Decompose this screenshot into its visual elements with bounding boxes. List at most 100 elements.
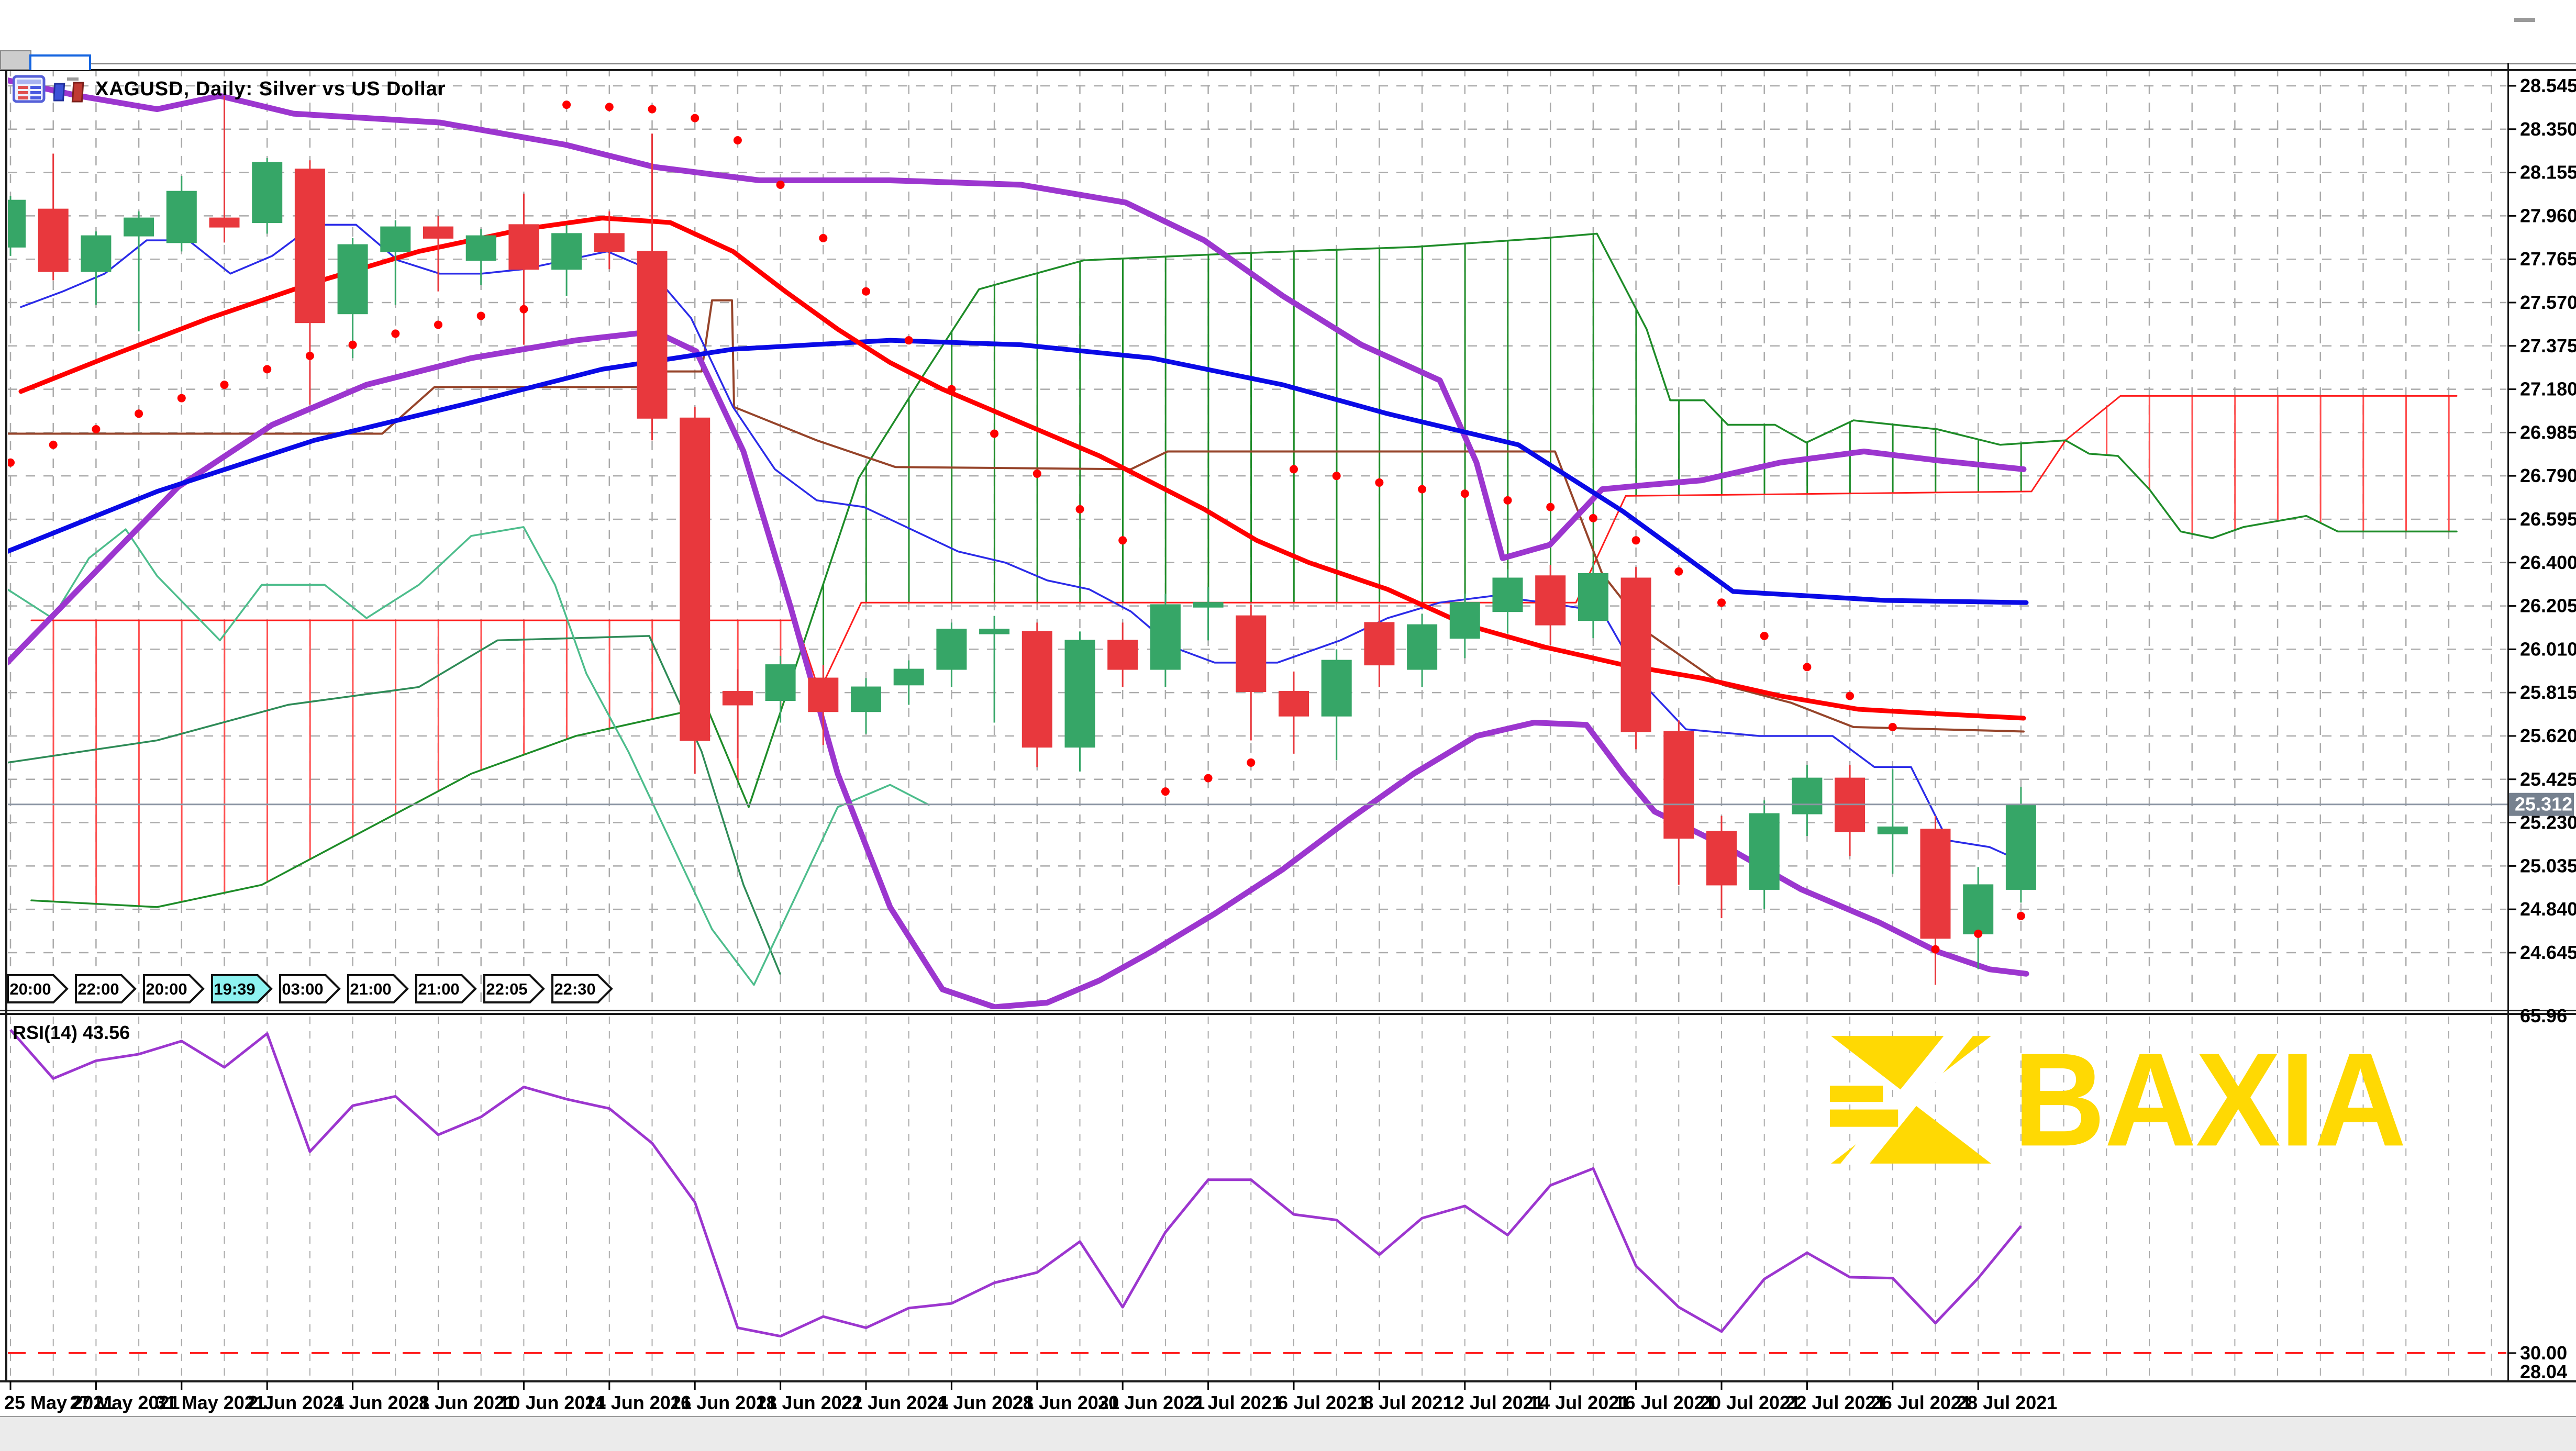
time-tag[interactable]: 21:00 — [415, 974, 478, 1004]
candle — [508, 193, 539, 345]
candle — [1578, 562, 1608, 639]
date-axis-label: 25 May 2021 — [4, 1392, 114, 1413]
price-axis-label: 25.620 — [2520, 725, 2576, 746]
price-axis-label: 24.645 — [2520, 942, 2576, 963]
price-axis-label: 26.985 — [2520, 421, 2576, 443]
candle — [1364, 605, 1395, 687]
chikou-dark-line — [8, 635, 781, 975]
current-price-badge — [2509, 793, 2574, 816]
price-axis-label: 25.425 — [2520, 768, 2576, 790]
date-axis-label: 16 Jul 2021 — [1615, 1392, 1715, 1413]
chart-title: XAGUSD, Daily: Silver vs US Dollar — [95, 77, 446, 100]
candle — [1150, 594, 1181, 687]
candle — [722, 669, 753, 758]
rsi-axis-label: 30.00 — [2520, 1342, 2567, 1364]
price-axis-label: 26.205 — [2520, 595, 2576, 617]
date-axis-label: 24 Jun 2021 — [927, 1392, 1034, 1413]
time-tag[interactable]: 22:00 — [74, 974, 137, 1004]
candle — [1963, 867, 1994, 969]
time-tag-label: 21:00 — [418, 980, 459, 998]
candle — [1449, 594, 1480, 658]
date-axis-label: 28 Jul 2021 — [1957, 1392, 2057, 1413]
candle — [1279, 671, 1309, 754]
baxia-watermark: BAXIA — [1830, 1025, 2406, 1174]
time-tag-label: 03:00 — [282, 980, 323, 998]
date-axis-label: 28 Jun 2021 — [1013, 1392, 1119, 1413]
candle — [851, 678, 881, 734]
time-tag-label: 22:00 — [77, 980, 119, 998]
price-axis-label: 26.400 — [2520, 552, 2576, 573]
time-tag-label: 22:30 — [554, 980, 595, 998]
rsi-line — [9, 1029, 2022, 1338]
rsi-label: RSI(14) 43.56 — [13, 1022, 130, 1043]
main-chart-plot[interactable] — [0, 67, 2507, 1009]
candle — [765, 656, 796, 723]
candle — [637, 133, 668, 441]
candle — [808, 665, 839, 745]
time-tag-label: 22:05 — [486, 980, 527, 998]
price-axis-label: 28.350 — [2520, 118, 2576, 140]
date-axis-label: 20 Jul 2021 — [1700, 1392, 1801, 1413]
price-axis-label: 27.570 — [2520, 292, 2576, 313]
date-axis-label: 22 Jun 2021 — [841, 1392, 948, 1413]
time-tag[interactable]: 22:05 — [483, 974, 546, 1004]
chikou-light-line — [8, 526, 930, 986]
baxia-wordmark: BAXIA — [2013, 1025, 2406, 1174]
time-tag[interactable]: 21:00 — [347, 974, 409, 1004]
date-axis-label: 8 Jun 2021 — [419, 1392, 515, 1413]
time-tag-row: 20:00 22:00 20:00 19:39 03:00 21:00 21:00 22:05… — [6, 974, 614, 1004]
candle — [124, 211, 154, 332]
candle — [465, 229, 496, 285]
date-axis-label: 4 Jun 2021 — [334, 1392, 430, 1413]
ichimoku-cloud-hatch — [52, 233, 2450, 907]
date-axis-label: 22 Jul 2021 — [1785, 1392, 1886, 1413]
candle — [1835, 765, 1866, 856]
price-axis[interactable]: 28.545 28.350 28.155 27.960 27.765 27.570 27.3… — [2507, 75, 2576, 1382]
date-axis-label: 30 Jun 2021 — [1098, 1392, 1205, 1413]
time-tag-label: 20:00 — [146, 980, 187, 998]
time-tag[interactable]: 20:00 — [6, 974, 69, 1004]
bollinger-upper-band — [8, 77, 2027, 561]
date-axis-label: 8 Jul 2021 — [1363, 1392, 1453, 1413]
date-axis-label: 18 Jun 2021 — [756, 1392, 863, 1413]
price-axis-label: 28.155 — [2520, 162, 2576, 183]
price-axis-label: 24.840 — [2520, 898, 2576, 920]
candle — [81, 231, 112, 305]
candle — [1620, 567, 1651, 750]
rsi-axis-label: 65.96 — [2520, 1005, 2567, 1026]
price-axis-label: 25.815 — [2520, 682, 2576, 703]
candle — [1663, 720, 1694, 885]
candle — [893, 660, 924, 705]
current-price-text: 25.312 — [2515, 794, 2572, 815]
scroll-marker-icon — [29, 54, 91, 70]
candle — [1792, 765, 1823, 836]
time-tag[interactable]: 19:39 — [210, 974, 273, 1004]
date-axis-label: 26 Jul 2021 — [1871, 1392, 1972, 1413]
date-axis-label: 14 Jun 2021 — [585, 1392, 692, 1413]
ma-blue — [8, 338, 2029, 605]
bollinger-lower-band — [8, 328, 2029, 1009]
candle — [979, 616, 1010, 723]
price-axis-label: 28.545 — [2520, 75, 2576, 96]
rsi-plot[interactable] — [8, 1017, 2507, 1380]
candle — [166, 175, 197, 252]
candle — [1107, 622, 1138, 687]
time-tag[interactable]: 20:00 — [142, 974, 205, 1004]
price-axis-label: 26.790 — [2520, 465, 2576, 486]
chart-properties-icon — [13, 75, 46, 103]
candle — [1535, 565, 1566, 645]
chart-title-row: XAGUSD, Daily: Silver vs US Dollar — [13, 74, 446, 104]
candle — [38, 153, 69, 281]
time-tag[interactable]: 03:00 — [279, 974, 341, 1004]
candle — [680, 407, 710, 774]
scroll-nub[interactable] — [0, 50, 31, 70]
candle — [1321, 649, 1352, 761]
price-axis-label: 25.035 — [2520, 855, 2576, 876]
price-axis-label: 27.180 — [2520, 378, 2576, 400]
time-tag[interactable]: 22:30 — [551, 974, 614, 1004]
grid — [8, 70, 2506, 1009]
candle — [936, 622, 967, 687]
date-axis-label: 16 Jun 2021 — [670, 1392, 777, 1413]
